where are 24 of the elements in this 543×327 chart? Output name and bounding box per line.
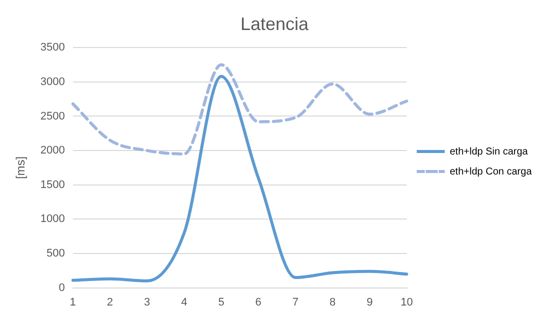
y-tick-label: 0 [58,282,65,294]
y-tick-label: 500 [46,248,65,260]
y-tick-label: 3000 [40,76,65,88]
x-tick-label: 10 [400,296,413,308]
y-tick-label: 2000 [40,144,65,157]
x-tick-label: 1 [70,296,76,308]
line-series [71,63,408,156]
y-tick-label: 1000 [40,213,65,226]
line-series [71,74,408,282]
y-axis-title: [ms] [14,156,28,180]
y-tick-label: 2500 [40,110,65,122]
x-tick-label: 5 [218,296,224,308]
x-tick-label: 6 [255,296,262,308]
y-tick-label: 1500 [40,178,65,191]
y-tick-label: 3500 [40,42,65,54]
x-tick-label: 9 [366,296,373,308]
x-tick-label: 4 [181,296,188,308]
legend-label: eth+ldp Sin carga [450,146,528,158]
x-tick-label: 8 [329,296,336,308]
x-tick-label: 2 [106,296,114,308]
chart-title: Latencia [240,14,310,34]
x-tick-label: 7 [292,296,299,308]
x-tick-label: 3 [144,296,150,308]
legend-label: eth+ldp Con carga [450,166,532,178]
